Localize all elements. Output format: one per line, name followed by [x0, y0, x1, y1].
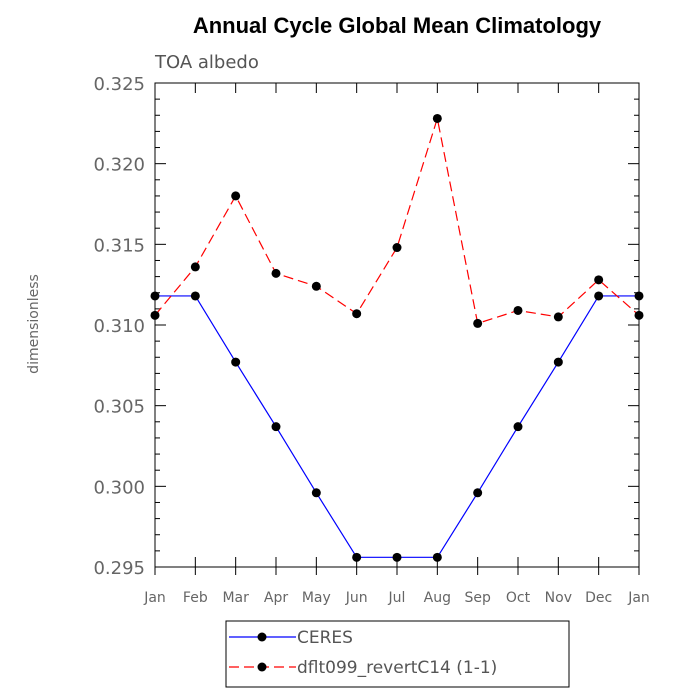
plot-frame [154, 82, 640, 568]
data-point-series-0 [634, 291, 644, 301]
x-tick-label: Jun [345, 590, 368, 606]
data-point-series-0 [473, 488, 483, 498]
x-tick-label: Jan [143, 590, 166, 606]
chart-subtitle: TOA albedo [154, 52, 259, 73]
data-point-series-0 [392, 552, 402, 562]
x-tick-label: Mar [222, 590, 249, 606]
data-point-series-1 [150, 310, 160, 320]
data-point-series-0 [594, 291, 604, 301]
x-tick-label: Oct [506, 590, 531, 606]
x-tick-label: Jul [388, 590, 406, 606]
legend-marker-0 [257, 632, 267, 642]
x-tick-label: May [302, 590, 331, 606]
series-line-0 [155, 295, 639, 558]
data-point-series-1 [513, 305, 523, 315]
data-point-series-1 [311, 281, 321, 291]
data-point-series-1 [473, 318, 483, 328]
x-tick-label: Aug [424, 590, 451, 606]
y-tick-label: 0.325 [93, 74, 145, 95]
data-point-series-1 [432, 113, 442, 123]
data-point-series-0 [190, 291, 200, 301]
legend-label-1: dflt099_revertC14 (1-1) [297, 658, 497, 678]
x-tick-label: Sep [464, 590, 491, 606]
legend-label-0: CERES [297, 628, 353, 648]
data-point-series-1 [352, 309, 362, 319]
y-tick-label: 0.315 [93, 235, 145, 256]
data-point-series-0 [311, 488, 321, 498]
legend-marker-1 [257, 662, 267, 672]
data-point-series-1 [231, 191, 241, 201]
y-axis-label: dimensionless [26, 274, 42, 374]
data-point-series-0 [432, 552, 442, 562]
data-point-series-0 [231, 357, 241, 367]
x-tick-label: Dec [585, 590, 612, 606]
data-point-series-1 [594, 275, 604, 285]
data-point-series-0 [150, 291, 160, 301]
data-point-series-0 [553, 357, 563, 367]
chart-title: Annual Cycle Global Mean Climatology [193, 13, 602, 38]
x-tick-label: Feb [183, 590, 208, 606]
data-point-series-1 [634, 310, 644, 320]
data-point-series-1 [271, 268, 281, 278]
x-tick-label: Jan [627, 590, 650, 606]
series-group [150, 113, 644, 562]
y-tick-label: 0.300 [93, 477, 145, 498]
data-point-series-0 [271, 422, 281, 432]
legend-box [225, 620, 570, 688]
data-point-series-1 [553, 312, 563, 322]
legend: CERES dflt099_revertC14 (1-1) [225, 620, 570, 688]
x-tick-label: Apr [264, 590, 288, 606]
series-line-1 [154, 118, 640, 325]
data-point-series-1 [392, 243, 402, 253]
data-point-series-1 [190, 262, 200, 272]
data-point-series-0 [352, 552, 362, 562]
x-tick-label: Nov [545, 590, 572, 606]
y-tick-label: 0.305 [93, 397, 145, 418]
data-point-series-0 [513, 422, 523, 432]
y-tick-label: 0.295 [93, 558, 145, 579]
axes: 0.295 0.300 0.305 0.310 0.315 0.320 0.325 Jan Fe… [93, 74, 649, 606]
y-tick-label: 0.320 [93, 155, 145, 176]
y-tick-label: 0.310 [93, 316, 145, 337]
